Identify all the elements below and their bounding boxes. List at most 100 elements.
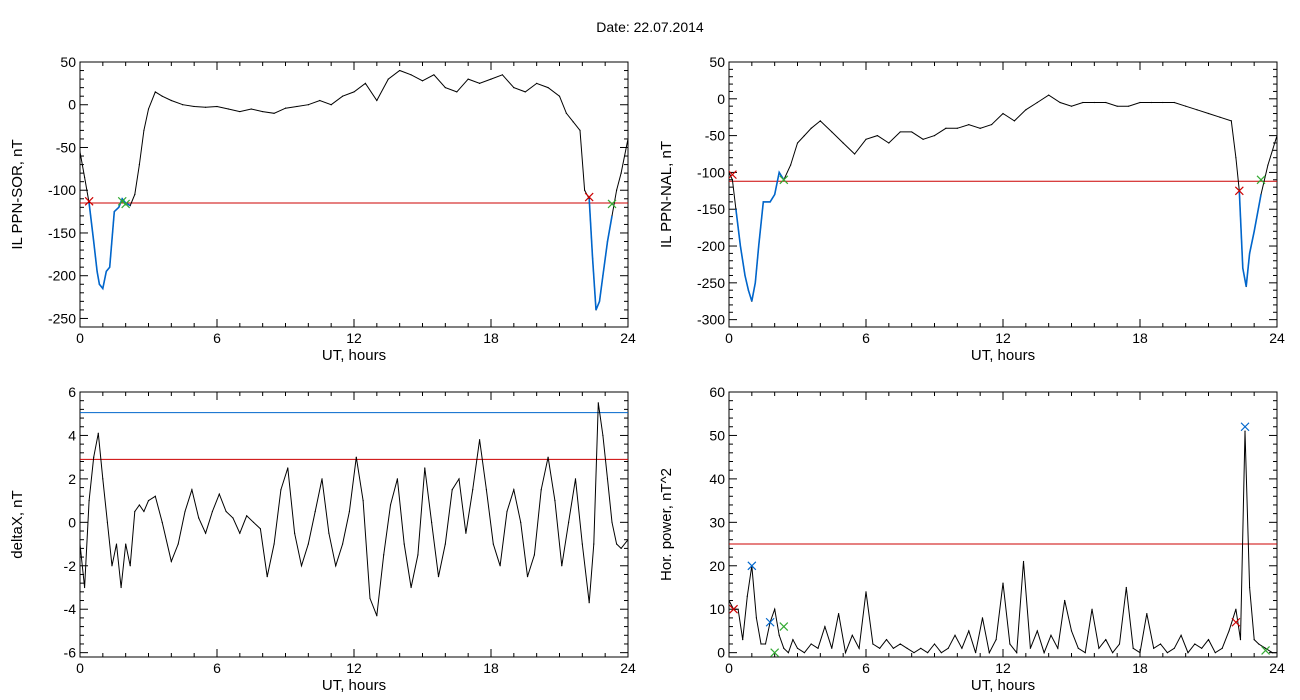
data-point	[246, 515, 248, 517]
panel-ppn-sor: 0 6 12 18 24 -250 -200 -150 -100 -50 0 50 UT, hours I…	[9, 54, 636, 364]
data-point	[1112, 652, 1114, 654]
y-tick-label: -6	[64, 645, 77, 661]
data-point	[296, 105, 298, 108]
data-point	[1084, 652, 1086, 654]
data-point	[106, 521, 108, 523]
data-point	[1043, 652, 1045, 654]
data-point	[888, 142, 890, 144]
data-point	[588, 602, 590, 604]
y-tick-label: -2	[64, 558, 77, 574]
data-point	[348, 510, 351, 513]
data-point	[796, 647, 799, 649]
data-point	[1153, 647, 1155, 649]
data-point	[1230, 120, 1232, 122]
data-point	[513, 489, 515, 491]
data-point	[300, 565, 303, 567]
marker-red	[84, 196, 94, 206]
y-tick-label: 40	[709, 471, 725, 487]
data-point	[1022, 560, 1025, 563]
data-point	[737, 608, 739, 610]
data-point	[485, 489, 488, 491]
x-tick-label: 6	[862, 660, 870, 676]
marker-red	[729, 170, 737, 180]
data-point	[865, 591, 867, 593]
data-point	[143, 129, 145, 131]
data-point	[1207, 112, 1210, 115]
data-point	[565, 112, 567, 114]
data-point	[376, 615, 378, 617]
data-point	[1276, 652, 1277, 654]
data-point	[232, 517, 234, 519]
data-point	[615, 189, 618, 191]
data-point	[731, 179, 734, 181]
data-point	[147, 108, 150, 110]
data-point	[1214, 652, 1216, 654]
y-tick-label: 6	[68, 384, 76, 400]
data-point	[790, 164, 792, 166]
y-tick-label: -150	[697, 201, 725, 217]
x-axis-label: UT, hours	[322, 347, 386, 364]
data-point	[913, 652, 915, 654]
data-point	[170, 99, 172, 102]
data-point	[154, 91, 156, 93]
data-point	[154, 495, 156, 497]
x-tick-label: 12	[346, 330, 362, 346]
data-point	[1166, 652, 1168, 654]
data-point	[1093, 101, 1095, 104]
y-tick-label: -100	[48, 182, 76, 198]
data-point	[80, 543, 81, 545]
x-tick-label: 24	[1269, 660, 1285, 676]
data-point	[627, 138, 628, 140]
data-point	[1132, 647, 1134, 649]
data-point	[803, 652, 805, 654]
data-point	[1228, 630, 1230, 632]
data-point	[1105, 101, 1107, 104]
x-tick-label: 6	[213, 330, 221, 346]
data-point	[872, 643, 874, 645]
y-tick-label: 30	[709, 514, 725, 530]
data-point	[1173, 101, 1175, 104]
marker-green	[121, 199, 131, 209]
panel-ppn-nal: 0 6 12 18 24 -300 -250 -200 -150 -100 -50 0 50 UT, ho…	[658, 54, 1285, 364]
data-layer	[729, 94, 1277, 302]
x-tick-label: 0	[76, 330, 84, 346]
x-tick-label: 6	[862, 330, 870, 346]
data-point	[125, 543, 127, 545]
data-point	[606, 478, 609, 480]
y-axis-label: deltaX, nT	[9, 490, 26, 558]
data-point	[858, 647, 860, 649]
data-point	[184, 510, 186, 513]
data-point	[1185, 105, 1187, 107]
data-point	[80, 151, 81, 153]
data-point	[572, 121, 574, 123]
y-tick-label: -250	[48, 310, 76, 326]
data-point	[1125, 586, 1127, 589]
data-point	[111, 565, 113, 567]
data-point	[284, 107, 287, 109]
data-point	[161, 95, 163, 97]
data-point	[421, 80, 424, 82]
data-point	[129, 565, 131, 567]
data-point	[506, 510, 508, 513]
data-point	[501, 74, 504, 76]
data-point	[239, 532, 241, 534]
y-tick-label: 0	[68, 97, 76, 113]
data-point	[410, 586, 412, 589]
data-point	[787, 652, 789, 654]
x-tick-label: 24	[620, 330, 636, 346]
data-point	[1207, 639, 1210, 641]
data-point	[981, 617, 984, 619]
data-layer	[80, 402, 628, 617]
data-point	[444, 87, 446, 89]
highlight-segment	[735, 170, 785, 302]
data-point	[321, 478, 323, 480]
y-tick-label: 50	[60, 54, 76, 70]
data-point	[191, 489, 193, 491]
data-point	[831, 647, 833, 649]
data-point	[593, 543, 595, 545]
data-point	[387, 78, 389, 80]
y-axis-label: Hor. power, nT^2	[658, 468, 675, 581]
data-point	[920, 647, 922, 649]
marker-green	[779, 622, 789, 632]
data-point	[330, 104, 332, 106]
